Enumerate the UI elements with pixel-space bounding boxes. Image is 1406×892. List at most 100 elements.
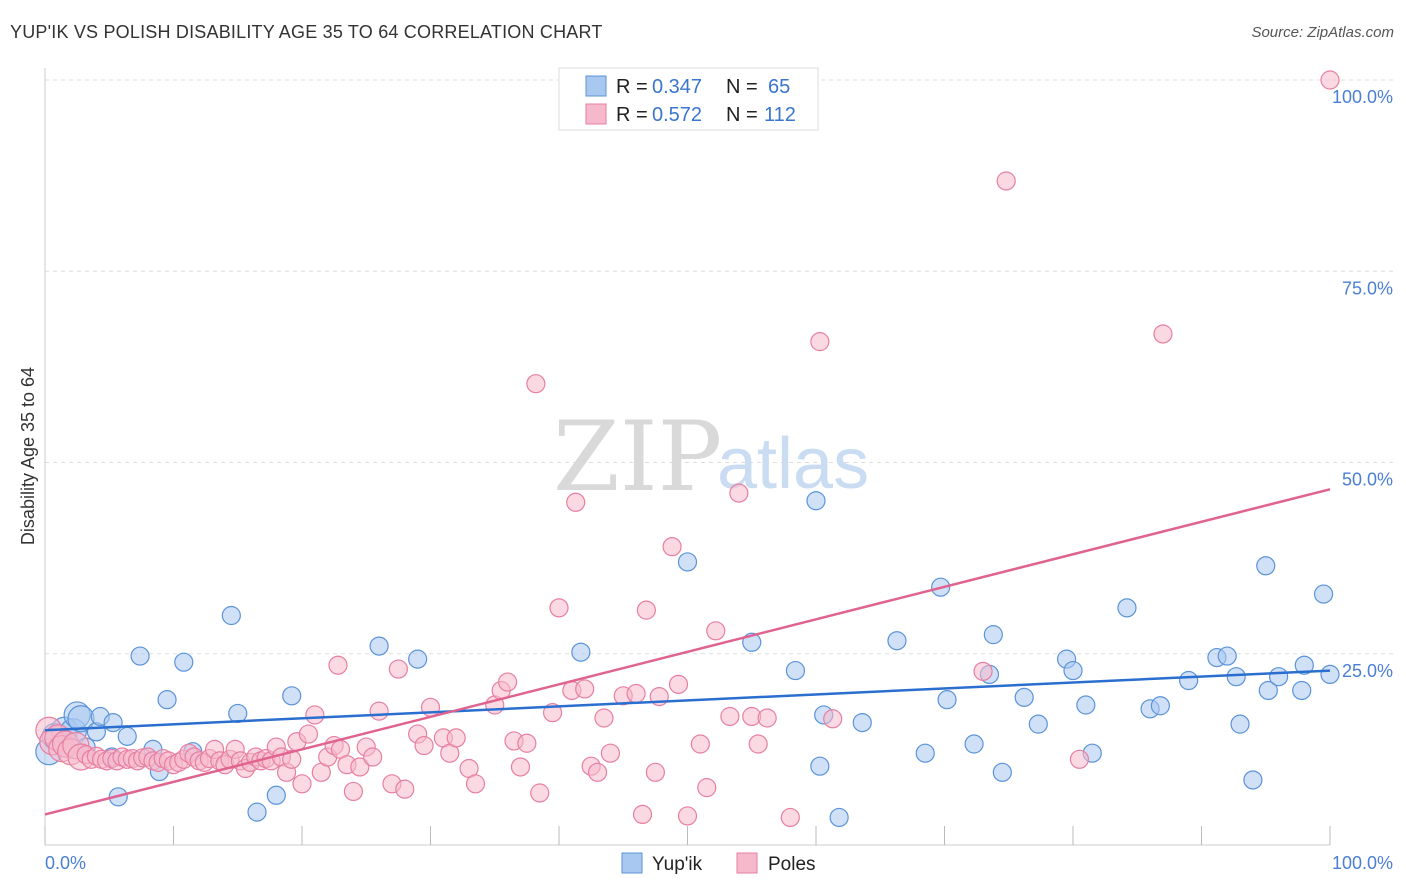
source-label: Source: ZipAtlas.com [1251, 24, 1394, 41]
bottom-legend-swatch-yupik [621, 852, 643, 874]
data-point-yupik [408, 649, 428, 669]
legend-n-label: N = [726, 76, 758, 98]
data-point-poles [594, 708, 614, 728]
data-point-yupik [829, 807, 849, 828]
data-point-yupik [1179, 670, 1199, 691]
data-point-poles [626, 683, 646, 704]
data-point-yupik [228, 703, 248, 724]
data-point-yupik [1313, 584, 1334, 604]
data-point-poles [720, 706, 740, 727]
data-point-poles [1320, 70, 1340, 90]
data-point-poles [645, 762, 665, 782]
data-point-yupik [157, 690, 177, 710]
data-point-yupik [130, 646, 150, 666]
series-poles-points [35, 70, 1340, 828]
data-point-yupik [282, 686, 302, 706]
data-point-poles [729, 483, 749, 503]
watermark-zip: ZIP [553, 401, 722, 513]
data-point-poles [526, 374, 546, 394]
data-point-poles [298, 724, 319, 744]
legend-swatch-yupik [585, 75, 607, 97]
grid-lines [45, 79, 1395, 655]
data-point-yupik [1014, 687, 1034, 707]
data-point-yupik [1150, 696, 1170, 716]
trend-line-poles [44, 488, 1331, 816]
data-point-yupik [1256, 556, 1276, 576]
data-point-poles [600, 743, 621, 763]
data-point-yupik [1226, 667, 1246, 687]
data-point-yupik [983, 625, 1003, 645]
data-point-poles [668, 674, 689, 694]
data-point-yupik [915, 743, 935, 763]
bottom-legend-label-yupik: Yup'ik [652, 854, 703, 875]
data-point-yupik [1320, 664, 1340, 685]
data-point-poles [823, 709, 843, 729]
data-point-poles [636, 600, 656, 620]
data-point-yupik [221, 605, 241, 626]
data-point-yupik [1243, 770, 1263, 790]
bottom-legend-swatch-poles [736, 852, 758, 874]
legend-r-label: R = [616, 76, 648, 98]
data-point-yupik [852, 712, 872, 733]
data-point-poles [395, 779, 415, 799]
data-point-poles [996, 171, 1016, 191]
data-point-yupik [1230, 714, 1250, 734]
data-point-yupik [103, 712, 123, 733]
data-point-poles [282, 749, 302, 769]
data-point-poles [1069, 749, 1090, 769]
data-point-poles [369, 701, 389, 721]
data-point-poles [677, 806, 698, 826]
data-point-poles [328, 655, 348, 675]
data-point-yupik [785, 660, 806, 681]
data-point-yupik [937, 690, 957, 710]
data-point-yupik [1294, 655, 1314, 675]
data-point-poles [343, 781, 363, 802]
data-point-yupik [992, 762, 1012, 782]
y-tick-label: 25.0% [1342, 661, 1393, 681]
data-point-poles [690, 734, 710, 754]
data-point-yupik [677, 552, 698, 572]
data-point-poles [465, 774, 486, 794]
data-point-poles [305, 705, 325, 725]
bottom-legend-label-poles: Poles [768, 854, 816, 875]
legend-r-value: 0.347 [652, 76, 702, 98]
legend-bottom: Yup'ik Poles [621, 852, 816, 875]
data-point-poles [706, 621, 726, 641]
y-tick-label: 100.0% [1332, 87, 1393, 107]
data-point-yupik [266, 785, 286, 805]
axes [44, 68, 1331, 846]
chart-title: YUP'IK VS POLISH DISABILITY AGE 35 TO 64… [10, 22, 603, 42]
data-point-poles [350, 757, 370, 777]
data-point-poles [510, 757, 531, 777]
data-point-poles [517, 733, 537, 753]
trend-lines [44, 488, 1331, 816]
data-point-yupik [117, 726, 137, 746]
data-point-poles [662, 537, 682, 557]
data-point-yupik [1292, 680, 1312, 701]
data-point-poles [757, 708, 777, 728]
data-point-poles [810, 332, 830, 352]
data-point-yupik [1117, 598, 1137, 618]
legend-swatch-poles [585, 103, 607, 125]
data-point-poles [498, 672, 518, 692]
legend-r-value: 0.572 [652, 104, 702, 126]
data-point-yupik [1258, 680, 1278, 701]
trend-line-yupik [44, 669, 1331, 732]
data-point-poles [632, 804, 653, 825]
data-point-poles [587, 762, 608, 782]
data-point-poles [530, 783, 550, 803]
data-point-poles [575, 679, 595, 699]
legend-r-label: R = [616, 104, 648, 126]
data-point-yupik [247, 802, 267, 822]
data-point-yupik [571, 642, 591, 662]
data-point-poles [446, 728, 466, 748]
data-point-poles [542, 703, 563, 723]
data-point-poles [748, 734, 768, 754]
tick-labels: 100.0% 75.0% 50.0% 25.0% 0.0% 100.0% [45, 87, 1393, 873]
data-point-yupik [810, 756, 830, 776]
data-point-poles [363, 747, 383, 767]
data-point-poles [566, 492, 586, 512]
y-axis-title: Disability Age 35 to 64 [18, 367, 38, 545]
data-point-poles [780, 807, 800, 828]
legend-top: R = 0.347 N = 65 R = 0.572 N = 112 [558, 67, 819, 131]
